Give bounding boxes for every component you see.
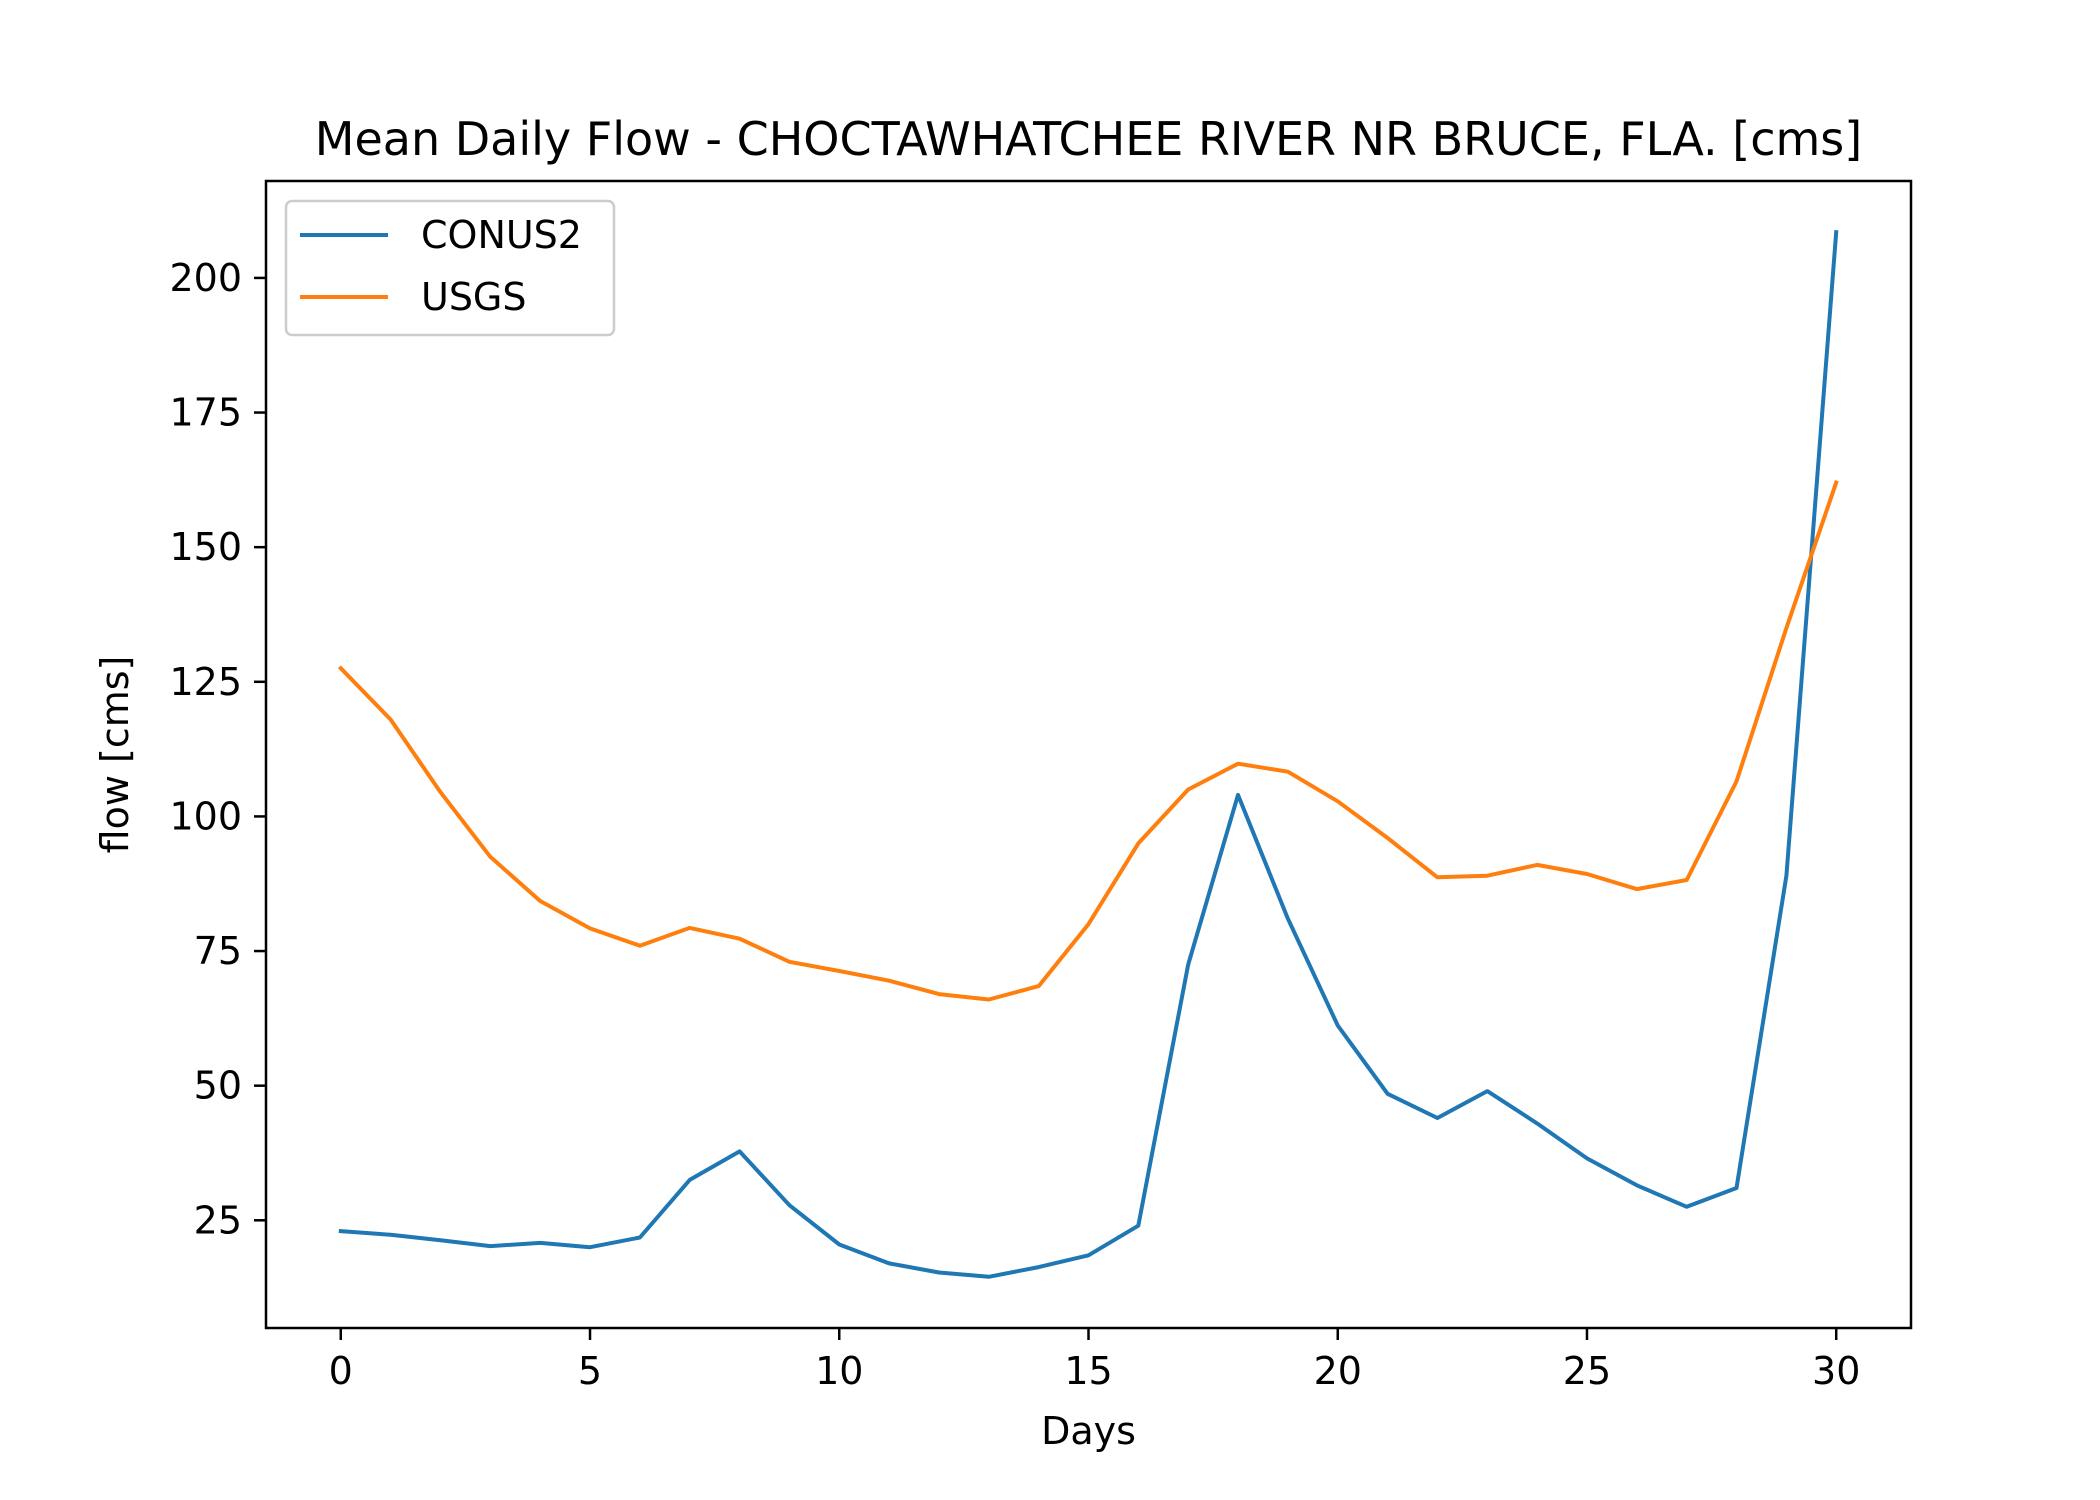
legend-label-usgs: USGS	[421, 275, 527, 319]
y-tick-label: 150	[169, 525, 242, 569]
x-tick-label: 30	[1812, 1349, 1860, 1393]
x-tick-label: 20	[1314, 1349, 1362, 1393]
x-tick-label: 5	[578, 1349, 602, 1393]
x-tick-label: 15	[1064, 1349, 1112, 1393]
y-tick-label: 25	[194, 1198, 242, 1242]
x-tick-label: 0	[329, 1349, 353, 1393]
x-tick-label: 25	[1563, 1349, 1611, 1393]
y-axis: 25 50 75 100 125 150 175 200	[169, 256, 266, 1242]
x-axis-label: Days	[1041, 1409, 1136, 1453]
series-line-usgs	[337, 480, 1839, 1002]
y-tick-label: 75	[194, 929, 242, 973]
plot-area	[264, 179, 1913, 1330]
series-lines	[337, 230, 1839, 1279]
x-tick-label: 10	[815, 1349, 863, 1393]
y-tick-label: 50	[194, 1064, 242, 1108]
legend-label-conus2: CONUS2	[421, 213, 582, 257]
y-tick-label: 200	[169, 256, 242, 300]
x-axis: 0 5 10 15 20 25 30	[329, 1328, 1860, 1393]
y-tick-label: 100	[169, 794, 242, 838]
series-line-conus2	[338, 230, 1839, 1279]
y-tick-label: 125	[169, 660, 242, 704]
y-axis-label: flow [cms]	[93, 656, 137, 854]
y-tick-label: 175	[169, 391, 242, 435]
chart-title: Mean Daily Flow - CHOCTAWHATCHEE RIVER N…	[315, 112, 1862, 166]
legend: CONUS2 USGS	[284, 199, 616, 337]
